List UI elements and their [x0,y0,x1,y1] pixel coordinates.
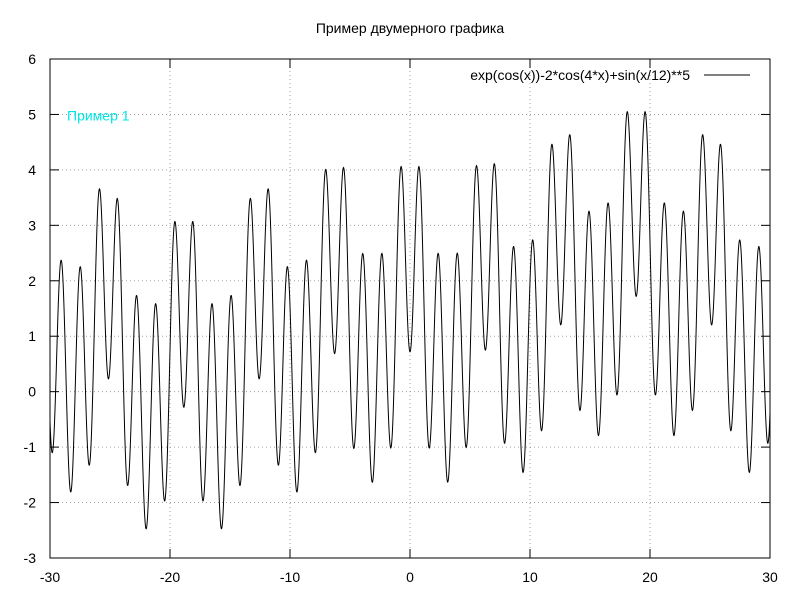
x-tick-label: -30 [40,569,60,585]
chart-title: Пример двумерного графика [316,20,505,36]
y-tick-label: 6 [28,51,36,67]
y-tick-label: 2 [28,273,36,289]
legend: exp(cos(x))-2*cos(4*x)+sin(x/12)**5 [470,67,750,83]
annotation-label: Пример 1 [67,107,130,123]
y-tick-label: -2 [24,495,37,511]
x-tick-label: 10 [522,569,538,585]
x-tick-label: 20 [642,569,658,585]
x-tick-label: -10 [280,569,300,585]
y-tick-label: 5 [28,106,36,122]
x-tick-label: 30 [762,569,778,585]
x-tick-label: 0 [406,569,414,585]
y-tick-label: 3 [28,217,36,233]
legend-label: exp(cos(x))-2*cos(4*x)+sin(x/12)**5 [470,67,690,83]
y-tick-label: 1 [28,328,36,344]
y-tick-label: 0 [28,384,36,400]
y-tick-label: -3 [24,550,37,566]
y-tick-label: 4 [28,162,36,178]
y-tick-label: -1 [24,439,37,455]
x-tick-label: -20 [160,569,180,585]
series-line [49,111,771,530]
plot-border [49,58,771,559]
